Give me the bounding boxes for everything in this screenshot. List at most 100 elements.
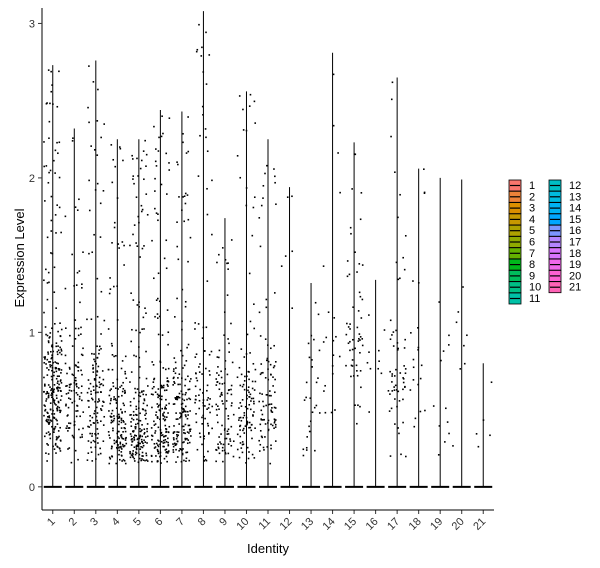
point-11 [267, 360, 270, 363]
point-8 [203, 437, 205, 440]
point-5 [141, 247, 144, 250]
point-5 [146, 435, 149, 438]
point-3 [97, 432, 99, 435]
point-17 [391, 81, 394, 84]
point-11 [271, 424, 274, 427]
point-15 [356, 422, 358, 425]
point-11 [265, 404, 267, 407]
point-6 [152, 363, 155, 366]
point-7 [177, 377, 179, 379]
point-3 [94, 360, 96, 363]
point-10 [242, 416, 245, 419]
point-7 [172, 437, 175, 439]
point-4 [116, 197, 119, 199]
point-7 [183, 399, 186, 402]
point-7 [187, 218, 190, 221]
point-5 [130, 454, 133, 456]
point-8 [203, 435, 206, 438]
point-9 [220, 391, 223, 394]
point-17 [388, 410, 391, 412]
point-17 [389, 455, 392, 457]
point-5 [144, 414, 146, 416]
point-6 [159, 455, 161, 458]
point-1 [45, 398, 48, 400]
point-7 [186, 431, 189, 433]
point-2 [68, 368, 71, 370]
point-9 [218, 388, 221, 391]
point-4 [118, 247, 120, 249]
point-5 [131, 158, 134, 160]
point-3 [103, 415, 106, 418]
point-18 [410, 332, 412, 334]
point-17 [391, 373, 394, 375]
point-3 [96, 437, 99, 439]
point-1 [48, 281, 50, 284]
point-4 [122, 438, 125, 440]
point-15 [349, 226, 352, 229]
point-2 [77, 334, 80, 337]
point-3 [87, 440, 90, 442]
point-9 [231, 361, 234, 364]
point-1 [57, 345, 59, 347]
point-9 [222, 460, 224, 463]
point-17 [391, 381, 393, 383]
point-1 [51, 344, 54, 346]
point-1 [56, 386, 59, 389]
point-7 [187, 375, 189, 378]
point-15 [358, 263, 361, 265]
point-1 [57, 389, 60, 392]
point-7 [173, 368, 175, 370]
point-10 [239, 384, 242, 387]
point-6 [163, 445, 165, 448]
point-3 [91, 416, 94, 419]
point-5 [133, 182, 135, 185]
point-7 [189, 410, 191, 412]
point-1 [54, 442, 57, 445]
point-3 [95, 406, 98, 409]
point-5 [145, 393, 147, 396]
point-2 [71, 401, 74, 404]
point-1 [52, 103, 54, 105]
point-7 [173, 431, 176, 433]
point-7 [178, 392, 181, 395]
point-5 [138, 356, 141, 359]
point-10 [240, 447, 243, 449]
point-3 [99, 452, 102, 455]
point-17 [395, 261, 398, 264]
point-9 [223, 449, 226, 452]
point-5 [138, 400, 140, 403]
point-11 [275, 203, 277, 206]
point-11 [272, 366, 275, 369]
point-20 [463, 362, 466, 365]
point-9 [217, 405, 219, 407]
point-15 [352, 375, 355, 377]
point-10 [241, 451, 244, 454]
point-10 [249, 393, 252, 396]
point-9 [226, 392, 229, 395]
point-2 [64, 215, 67, 218]
point-9 [217, 366, 219, 368]
point-5 [129, 452, 131, 455]
point-2 [78, 270, 81, 272]
point-5 [129, 404, 132, 407]
point-3 [92, 371, 95, 373]
point-15 [360, 317, 363, 319]
point-11 [267, 368, 269, 370]
point-8 [195, 372, 197, 375]
point-6 [167, 380, 169, 382]
point-8 [205, 459, 208, 462]
point-7 [187, 388, 190, 391]
point-5 [139, 256, 141, 258]
point-5 [143, 431, 146, 434]
point-5 [130, 340, 133, 343]
point-4 [109, 415, 112, 418]
point-4 [111, 409, 114, 412]
point-11 [266, 357, 269, 360]
point-9 [220, 370, 222, 373]
point-6 [168, 402, 170, 405]
point-7 [172, 384, 174, 386]
point-15 [361, 338, 364, 340]
point-6 [155, 299, 158, 302]
point-1 [46, 334, 49, 337]
